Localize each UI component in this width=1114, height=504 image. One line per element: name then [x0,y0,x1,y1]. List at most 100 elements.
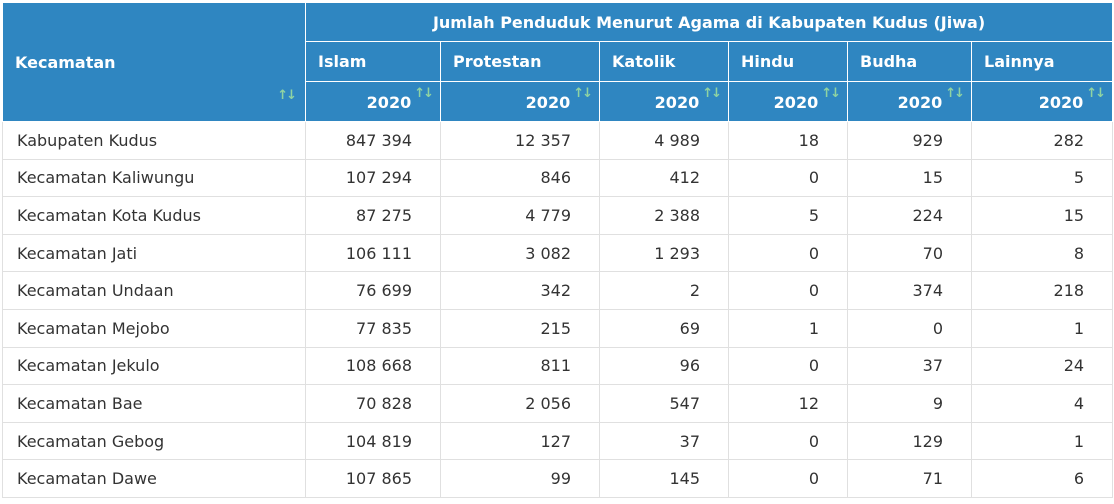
value-cell-budha: 0 [847,308,972,348]
value-cell-budha: 129 [847,421,972,461]
value-cell-lainnya: 1 [970,421,1114,461]
table-row: Kecamatan Mejobo 77 835 215 69 1 0 1 [2,308,1114,348]
value-cell-hindu: 18 [728,121,848,160]
sort-arrows-icon[interactable]: ↑↓ [277,88,297,103]
table-row: Kecamatan Jekulo 108 668 811 96 0 37 24 [2,346,1114,386]
table-row: Kecamatan Undaan 76 699 342 2 0 374 218 [2,271,1114,310]
value-cell-budha: 224 [847,196,972,235]
column-header-lainnya: Lainnya [970,41,1114,82]
value-cell-protestan: 342 [440,271,600,310]
sort-arrows-icon[interactable]: ↑↓ [414,85,434,101]
value-cell-hindu: 1 [728,308,848,348]
value-cell-budha: 929 [847,121,972,160]
table-row: Kecamatan Jati 106 111 3 082 1 293 0 70 8 [2,233,1114,273]
year-header-protestan[interactable]: 2020 ↑↓ [440,81,600,122]
region-cell: Kecamatan Gebog [2,421,306,461]
value-cell-protestan: 2 056 [440,384,600,423]
value-cell-budha: 70 [847,233,972,273]
column-header-protestan: Protestan [440,41,600,82]
value-cell-katolik: 2 [599,271,729,310]
value-cell-lainnya: 6 [970,459,1114,498]
value-cell-katolik: 2 388 [599,196,729,235]
value-cell-hindu: 0 [728,271,848,310]
table-row: Kecamatan Kaliwungu 107 294 846 412 0 15 5 [2,158,1114,198]
year-label: 2020 [1038,92,1084,112]
value-cell-lainnya: 4 [970,384,1114,423]
value-cell-lainnya: 1 [970,308,1114,348]
region-cell: Kecamatan Kota Kudus [2,196,306,235]
column-header-budha: Budha [847,41,972,82]
year-header-islam[interactable]: 2020 ↑↓ [305,81,441,122]
value-cell-protestan: 12 357 [440,121,600,160]
column-header-katolik: Katolik [599,41,729,82]
value-cell-katolik: 37 [599,421,729,461]
value-cell-hindu: 12 [728,384,848,423]
region-cell: Kecamatan Kaliwungu [2,158,306,198]
value-cell-budha: 9 [847,384,972,423]
table-row: Kecamatan Dawe 107 865 99 145 0 71 6 [2,459,1114,498]
table-row: Kecamatan Gebog 104 819 127 37 0 129 1 [2,421,1114,461]
region-header-label: Kecamatan [15,52,116,72]
value-cell-protestan: 127 [440,421,600,461]
region-cell: Kecamatan Undaan [2,271,306,310]
value-cell-katolik: 96 [599,346,729,386]
table-row: Kecamatan Kota Kudus 87 275 4 779 2 388 5 224… [2,196,1114,235]
value-cell-islam: 104 819 [305,421,441,461]
value-cell-islam: 77 835 [305,308,441,348]
year-label: 2020 [897,92,943,112]
region-column-header[interactable]: Kecamatan ↑↓ [2,2,306,122]
sort-arrows-icon[interactable]: ↑↓ [821,85,841,101]
sort-arrows-icon[interactable]: ↑↓ [573,85,593,101]
value-cell-protestan: 4 779 [440,196,600,235]
region-cell: Kecamatan Bae [2,384,306,423]
year-header-hindu[interactable]: 2020 ↑↓ [728,81,848,122]
value-cell-islam: 107 865 [305,459,441,498]
value-cell-katolik: 145 [599,459,729,498]
value-cell-katolik: 547 [599,384,729,423]
value-cell-islam: 70 828 [305,384,441,423]
value-cell-katolik: 412 [599,158,729,198]
value-cell-lainnya: 24 [970,346,1114,386]
value-cell-hindu: 0 [728,421,848,461]
year-header-budha[interactable]: 2020 ↑↓ [847,81,972,122]
value-cell-lainnya: 15 [970,196,1114,235]
year-label: 2020 [525,92,571,112]
sort-arrows-icon[interactable]: ↑↓ [945,85,965,101]
value-cell-budha: 374 [847,271,972,310]
table-group-title: Jumlah Penduduk Menurut Agama di Kabupat… [304,2,1114,42]
value-cell-lainnya: 5 [970,158,1114,198]
region-cell: Kecamatan Dawe [2,459,306,498]
value-cell-islam: 107 294 [305,158,441,198]
region-cell: Kecamatan Mejobo [2,308,306,348]
value-cell-protestan: 99 [440,459,600,498]
value-cell-islam: 108 668 [305,346,441,386]
value-cell-hindu: 5 [728,196,848,235]
value-cell-islam: 76 699 [305,271,441,310]
value-cell-islam: 847 394 [305,121,441,160]
region-cell: Kecamatan Jati [2,233,306,273]
year-header-katolik[interactable]: 2020 ↑↓ [599,81,729,122]
value-cell-islam: 87 275 [305,196,441,235]
sort-arrows-icon[interactable]: ↑↓ [1086,85,1106,101]
table-row: Kabupaten Kudus 847 394 12 357 4 989 18 929 28… [2,121,1114,160]
value-cell-islam: 106 111 [305,233,441,273]
value-cell-lainnya: 282 [970,121,1114,160]
value-cell-lainnya: 218 [970,271,1114,310]
value-cell-hindu: 0 [728,158,848,198]
value-cell-protestan: 215 [440,308,600,348]
value-cell-hindu: 0 [728,346,848,386]
value-cell-lainnya: 8 [970,233,1114,273]
table-row: Kecamatan Bae 70 828 2 056 547 12 9 4 [2,384,1114,423]
year-header-lainnya[interactable]: 2020 ↑↓ [970,81,1114,122]
year-label: 2020 [654,92,700,112]
value-cell-protestan: 811 [440,346,600,386]
value-cell-hindu: 0 [728,233,848,273]
value-cell-budha: 15 [847,158,972,198]
year-label: 2020 [773,92,819,112]
region-cell: Kecamatan Jekulo [2,346,306,386]
value-cell-katolik: 1 293 [599,233,729,273]
sort-arrows-icon[interactable]: ↑↓ [702,85,722,101]
value-cell-protestan: 3 082 [440,233,600,273]
column-header-islam: Islam [305,41,441,82]
